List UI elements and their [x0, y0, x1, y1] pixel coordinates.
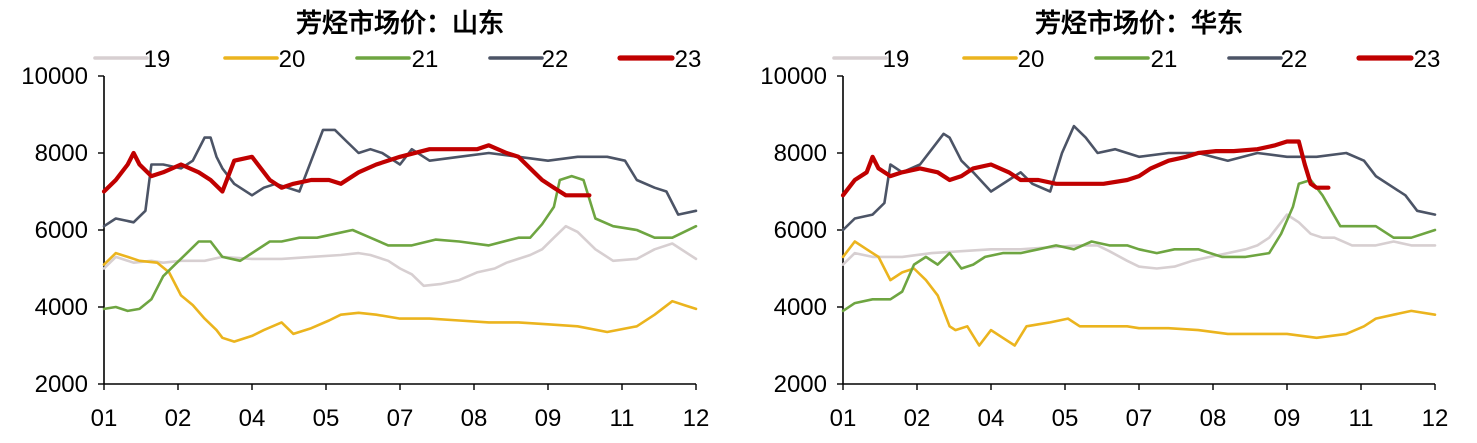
y-tick-label: 6000 — [774, 217, 827, 244]
x-tick-label: 12 — [1422, 405, 1449, 432]
y-tick-label: 2000 — [774, 371, 827, 398]
chart-panel-huadong: 芳烃市场价：华东 19 20 21 22 23 2000 4000 6000 8000 10000 0… — [739, 0, 1477, 443]
y-tick-label: 10000 — [760, 63, 827, 90]
y-tick-label: 2000 — [35, 371, 88, 398]
chart-svg-shandong: 芳烃市场价：山东 19 20 21 22 23 2000 4000 6000 8000 10000 0… — [21, 8, 710, 432]
x-tick-label: 12 — [683, 405, 710, 432]
chart-title: 芳烃市场价：山东 — [296, 8, 504, 39]
x-tick-label: 04 — [239, 405, 266, 432]
x-tick-label: 05 — [313, 405, 340, 432]
legend-label-23: 23 — [675, 46, 702, 73]
x-tick-label: 08 — [1200, 405, 1227, 432]
series-line-23 — [101, 143, 592, 198]
series-line-19 — [841, 213, 1437, 270]
series-line-19 — [102, 224, 698, 288]
series-line-23 — [840, 139, 1331, 198]
legend-label-22: 22 — [1281, 46, 1308, 73]
y-tick-label: 10000 — [21, 63, 88, 90]
x-tick-label: 09 — [1274, 405, 1301, 432]
series-line-22 — [102, 128, 698, 228]
x-tick-label: 11 — [610, 405, 635, 432]
x-tick-label: 01 — [91, 405, 118, 432]
chart-panel-shandong: 芳烃市场价：山东 19 20 21 22 23 2000 4000 6000 8000 10000 0… — [0, 0, 738, 443]
chart-svg-huadong: 芳烃市场价：华东 19 20 21 22 23 2000 4000 6000 8000 10000 0… — [760, 8, 1449, 432]
x-tick-label: 02 — [904, 405, 931, 432]
y-tick-label: 4000 — [774, 294, 827, 321]
x-tick-label: 05 — [1052, 405, 1079, 432]
x-tick-label: 11 — [1349, 405, 1374, 432]
x-tick-label: 02 — [165, 405, 192, 432]
chart-title: 芳烃市场价：华东 — [1035, 8, 1243, 39]
y-tick-label: 4000 — [35, 294, 88, 321]
x-tick-label: 07 — [1126, 405, 1153, 432]
x-tick-label: 07 — [387, 405, 414, 432]
series-line-20 — [841, 240, 1437, 347]
x-tick-label: 01 — [830, 405, 857, 432]
x-tick-label: 04 — [978, 405, 1005, 432]
series-line-21 — [841, 178, 1437, 313]
legend-label-21: 21 — [1151, 46, 1178, 73]
legend-label-19: 19 — [883, 46, 910, 73]
x-tick-label: 08 — [461, 405, 488, 432]
legend-label-21: 21 — [412, 46, 439, 73]
y-tick-label: 6000 — [35, 217, 88, 244]
legend-label-23: 23 — [1414, 46, 1441, 73]
legend-label-19: 19 — [144, 46, 171, 73]
series-line-22 — [841, 124, 1437, 232]
legend-label-20: 20 — [279, 46, 306, 73]
legend-label-20: 20 — [1018, 46, 1045, 73]
x-tick-label: 09 — [535, 405, 562, 432]
legend-label-22: 22 — [542, 46, 569, 73]
series-line-21 — [102, 174, 698, 313]
y-tick-label: 8000 — [774, 140, 827, 167]
series-line-20 — [102, 251, 698, 343]
y-tick-label: 8000 — [35, 140, 88, 167]
